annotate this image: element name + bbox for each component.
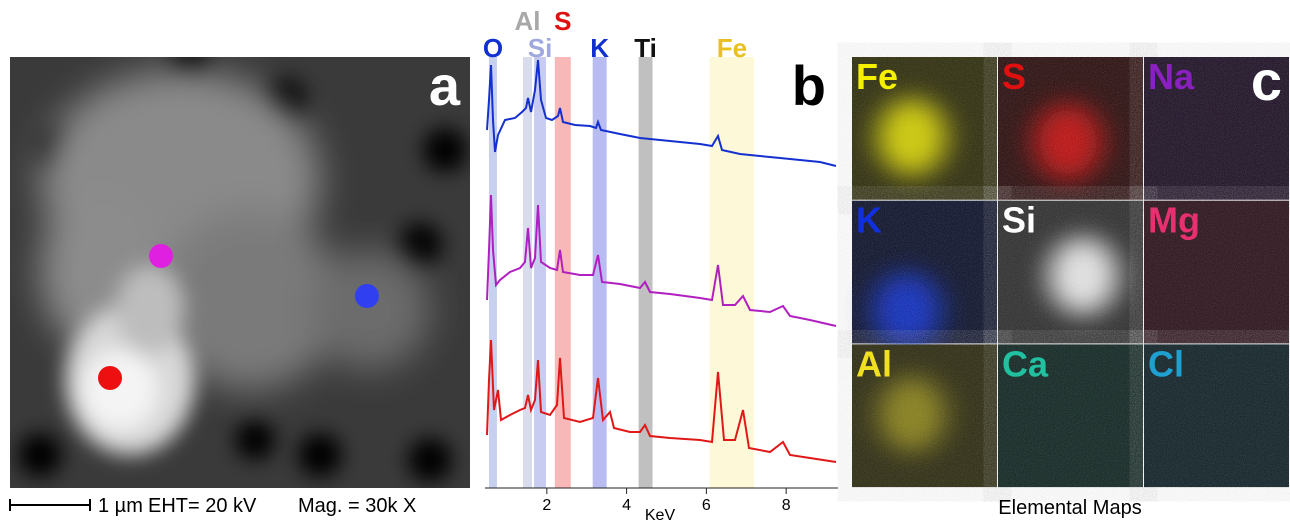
maps-caption: Elemental Maps — [998, 497, 1141, 519]
x-tick-label: 8 — [782, 497, 791, 514]
mag-label: Mag. = 30k X — [298, 495, 416, 517]
map-label: S — [1002, 56, 1026, 97]
element-label: K — [590, 33, 609, 63]
x-axis-label: KeV — [645, 507, 676, 520]
spectrum — [486, 59, 837, 167]
element-band — [488, 57, 497, 488]
map-label: Na — [1148, 56, 1195, 97]
spectrum — [486, 194, 837, 327]
map-label: Si — [1002, 200, 1036, 241]
map-noise — [998, 200, 1143, 344]
element-band — [534, 57, 547, 488]
spectrum — [486, 339, 837, 463]
element-label: Fe — [717, 33, 747, 63]
map-label: Fe — [856, 56, 898, 97]
map-noise — [998, 57, 1143, 200]
panel-label: c — [1251, 49, 1282, 112]
map-noise — [852, 57, 997, 200]
element-label: Al — [514, 6, 540, 36]
scale-bar — [9, 499, 91, 511]
map-noise — [998, 344, 1143, 488]
spectra — [486, 59, 837, 463]
element-label: Ti — [634, 33, 657, 63]
map-noise — [1144, 344, 1289, 488]
map-label: Al — [856, 343, 892, 384]
sem-image — [10, 57, 470, 488]
bands — [488, 57, 755, 488]
element-label: S — [554, 6, 571, 36]
eht-label: EHT= 20 kV — [148, 495, 257, 517]
map-noise — [1144, 200, 1289, 344]
x-tick-label: 6 — [702, 497, 711, 514]
panel-label: a — [429, 54, 461, 117]
map-noise — [852, 200, 997, 344]
x-tick-label: 2 — [542, 497, 551, 514]
map-label: K — [856, 200, 882, 241]
x-axis: 2 4 6 8 — [485, 487, 838, 514]
map-label: Ca — [1002, 343, 1049, 384]
panel-label: b — [792, 54, 826, 117]
map-noise — [1144, 57, 1289, 200]
element-band — [638, 57, 653, 488]
scale-label: 1 µm — [98, 495, 143, 517]
element-label: O — [483, 33, 503, 63]
map-label: Cl — [1148, 343, 1184, 384]
element-band — [522, 57, 533, 488]
map-label: Mg — [1148, 200, 1200, 241]
element-label: Si — [528, 33, 553, 63]
x-tick-label: 4 — [622, 497, 631, 514]
elemental-maps: Fe S Na K Si Mg Al Ca Cl — [852, 56, 1289, 488]
map-noise — [852, 344, 997, 488]
